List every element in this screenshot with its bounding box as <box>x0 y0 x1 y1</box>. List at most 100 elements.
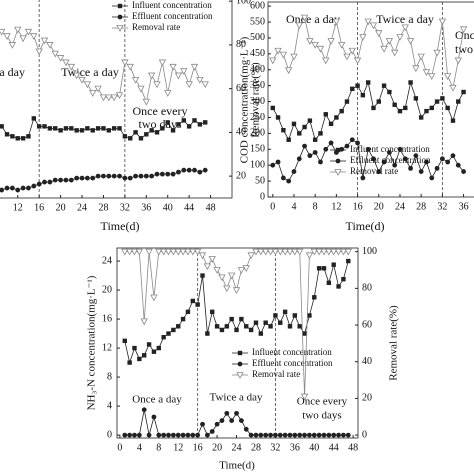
circle-marker <box>439 156 445 162</box>
square-marker <box>181 118 186 123</box>
circle-marker <box>9 185 15 191</box>
circle-marker <box>195 432 201 438</box>
x-tick-label: 12 <box>13 202 23 213</box>
circle-marker <box>333 150 339 155</box>
triangle-marker <box>35 48 43 56</box>
circle-marker <box>26 185 31 191</box>
square-marker <box>117 3 123 9</box>
triangle-marker <box>198 252 207 260</box>
annotation: Once a day <box>0 65 25 79</box>
triangle-marker <box>279 51 288 59</box>
circle-marker <box>58 177 63 183</box>
circle-marker <box>341 432 346 438</box>
triangle-marker <box>184 248 192 256</box>
circle-marker <box>133 173 138 179</box>
circle-marker <box>365 146 371 152</box>
legend-label: Influent concentration <box>350 144 430 154</box>
circle-marker <box>63 177 69 183</box>
legend-label: Removal rate <box>132 22 180 32</box>
triangle-marker <box>412 65 420 73</box>
circle-marker <box>127 432 133 438</box>
y2-tick-label: 40 <box>236 127 246 138</box>
square-marker <box>142 353 147 358</box>
circle-marker <box>450 153 456 159</box>
square-marker <box>450 118 456 123</box>
circle-marker <box>214 421 220 427</box>
square-marker <box>192 118 197 123</box>
x-tick-label: 48 <box>206 202 216 213</box>
triangle-marker <box>196 77 204 84</box>
square-marker <box>244 324 249 329</box>
triangle-marker <box>257 248 265 256</box>
circle-marker <box>291 169 297 174</box>
circle-marker <box>4 185 10 191</box>
triangle-marker <box>110 94 118 102</box>
triangle-marker <box>375 30 383 38</box>
triangle-marker <box>115 92 124 100</box>
circle-marker <box>224 410 230 416</box>
square-marker <box>63 126 69 131</box>
triangle-marker <box>40 37 49 45</box>
circle-marker <box>349 137 355 143</box>
circle-marker <box>434 165 440 171</box>
triangle-marker <box>126 63 134 71</box>
square-marker <box>176 324 181 329</box>
triangle-marker <box>406 38 415 45</box>
y-tick-label: 600 <box>250 0 265 11</box>
triangle-marker <box>189 248 197 256</box>
square-marker <box>111 126 117 131</box>
legend-label: Influent concentration <box>132 0 212 10</box>
square-marker <box>161 334 166 340</box>
triangle-marker <box>339 248 348 256</box>
circle-marker <box>461 169 466 174</box>
x-axis-label: Time(d) <box>101 219 140 233</box>
square-marker <box>58 128 63 133</box>
square-marker <box>291 121 297 127</box>
triangle-marker <box>443 73 452 80</box>
x-tick-label: 4 <box>137 442 142 453</box>
square-marker <box>424 108 429 114</box>
square-marker <box>239 316 244 322</box>
circle-marker <box>234 410 239 416</box>
circle-marker <box>47 179 53 185</box>
x-tick-label: 16 <box>353 201 363 212</box>
circle-marker <box>302 432 307 438</box>
square-marker <box>403 105 408 111</box>
chart: 0 4 8 12 16 20 24 28 32 36 0 50 100 150 200 250 300 350 40… <box>239 0 474 233</box>
x-tick-label: 0 <box>117 442 122 453</box>
square-marker <box>234 327 239 333</box>
circle-marker <box>376 169 382 174</box>
square-marker <box>117 126 122 131</box>
square-marker <box>268 324 273 329</box>
triangle-marker <box>266 248 275 256</box>
y2-tick-label: 0 <box>362 429 367 440</box>
square-marker <box>282 309 288 315</box>
triangle-marker <box>164 90 172 97</box>
circle-marker <box>302 143 307 149</box>
triangle-marker <box>286 248 294 256</box>
triangle-marker <box>237 267 246 274</box>
square-marker <box>171 327 176 333</box>
square-marker <box>122 134 128 139</box>
triangle-marker <box>274 47 282 55</box>
x-tick-label: 40 <box>309 442 319 453</box>
triangle-marker <box>305 252 314 260</box>
triangle-marker <box>140 318 148 326</box>
x-tick-label: 28 <box>251 442 261 453</box>
square-marker <box>210 309 215 315</box>
x-tick-label: 48 <box>348 442 358 453</box>
triangle-marker <box>390 49 399 57</box>
x-tick-label: 8 <box>156 442 161 453</box>
square-marker <box>321 266 327 271</box>
square-marker <box>258 331 264 336</box>
triangle-marker <box>137 85 145 93</box>
square-marker <box>334 115 339 120</box>
square-marker <box>4 132 10 137</box>
triangle-marker <box>159 248 168 256</box>
triangle-marker <box>185 81 193 89</box>
square-marker <box>195 302 200 307</box>
square-marker <box>190 298 195 304</box>
y2-tick-label: 80 <box>362 283 372 294</box>
circle-marker <box>90 175 96 181</box>
square-marker <box>224 324 230 329</box>
